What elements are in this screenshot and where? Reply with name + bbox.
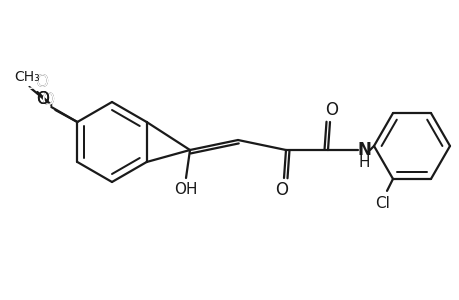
Text: OH: OH [174, 182, 197, 197]
Text: O: O [23, 75, 36, 93]
Text: O: O [275, 181, 288, 199]
Text: O: O [41, 91, 54, 109]
Text: O: O [35, 73, 48, 91]
Text: O: O [35, 73, 48, 91]
Text: O: O [41, 91, 54, 109]
Text: O: O [36, 90, 49, 108]
Text: O: O [17, 68, 30, 86]
Text: CH₃: CH₃ [14, 70, 40, 84]
Text: Cl: Cl [375, 196, 390, 211]
Text: H: H [358, 154, 369, 169]
Text: O: O [325, 101, 338, 119]
Text: O: O [36, 90, 49, 108]
Text: N: N [356, 141, 370, 159]
